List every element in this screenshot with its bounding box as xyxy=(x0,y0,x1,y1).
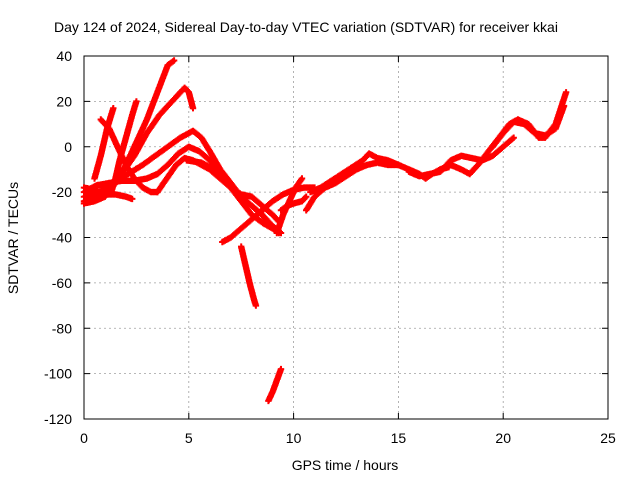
data-point xyxy=(170,57,178,64)
axis-ticks xyxy=(83,55,609,420)
data-point xyxy=(252,302,260,309)
data-point xyxy=(510,134,517,141)
data-point xyxy=(301,194,309,201)
grid-lines xyxy=(84,56,608,419)
data-points xyxy=(80,57,570,405)
y-tick-label: -100 xyxy=(44,366,72,382)
x-tick-label: 15 xyxy=(391,430,407,446)
y-tick-label: -120 xyxy=(44,411,72,427)
series-20 xyxy=(489,102,568,150)
x-tick-label: 25 xyxy=(600,430,616,446)
x-tick-label: 10 xyxy=(286,430,302,446)
data-point xyxy=(277,365,285,373)
series-4 xyxy=(80,184,136,203)
y-tick-label: -20 xyxy=(52,184,72,200)
data-point xyxy=(303,193,310,200)
data-point xyxy=(298,175,306,182)
y-tick-label: -80 xyxy=(52,320,72,336)
chart-title: Day 124 of 2024, Sidereal Day-to-day VTE… xyxy=(54,19,558,35)
x-tick-label: 0 xyxy=(80,430,88,446)
x-tick-label: 5 xyxy=(185,430,193,446)
series-12 xyxy=(265,365,285,405)
x-tick-labels: 0 5 10 15 20 25 xyxy=(80,430,616,446)
data-point xyxy=(189,105,197,112)
y-tick-label: -60 xyxy=(52,275,72,291)
data-point xyxy=(129,195,136,203)
y-tick-label: 40 xyxy=(56,48,72,64)
series-18 xyxy=(405,134,517,180)
x-axis-label: GPS time / hours xyxy=(292,457,399,473)
series-14 xyxy=(277,193,310,214)
series-7 xyxy=(108,98,140,196)
data-point xyxy=(110,105,117,112)
series-16 xyxy=(307,150,402,196)
y-tick-label: 20 xyxy=(56,93,72,109)
y-tick-labels: -120 -100 -80 -60 -40 -20 0 20 40 xyxy=(44,48,72,427)
data-point xyxy=(562,89,570,96)
y-tick-label: -40 xyxy=(52,230,72,246)
data-point xyxy=(560,102,568,110)
x-tick-label: 20 xyxy=(495,430,511,446)
y-tick-label: 0 xyxy=(64,139,72,155)
data-point xyxy=(133,98,140,105)
series-11 xyxy=(238,243,260,309)
y-axis-label: SDTVAR / TECUs xyxy=(5,182,21,294)
